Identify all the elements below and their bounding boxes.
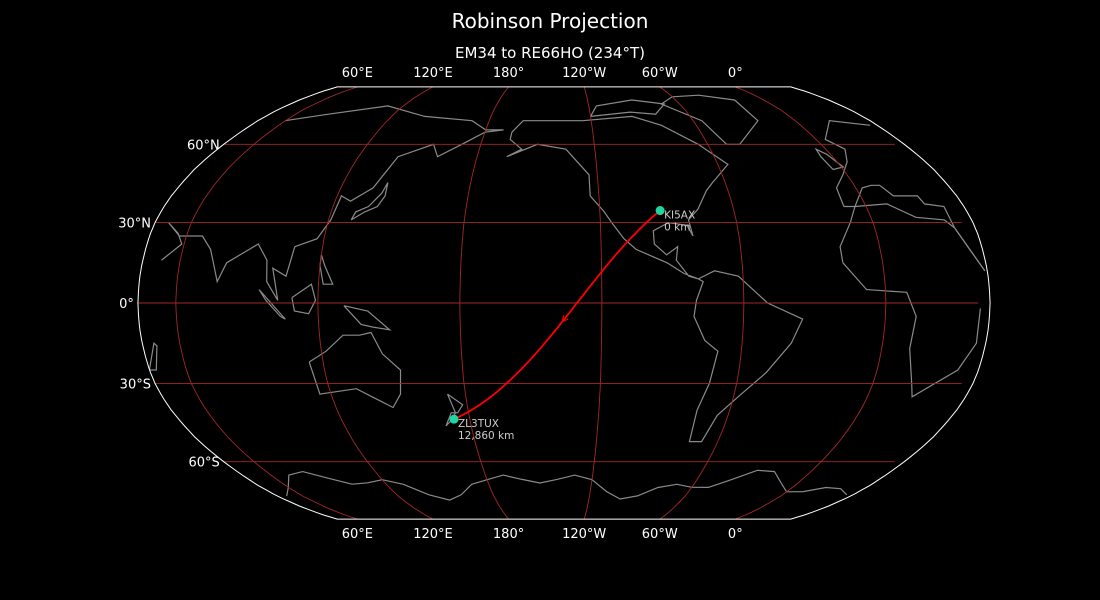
coastline-australia	[308, 331, 402, 409]
coastline-north-america	[506, 115, 729, 280]
graticule	[137, 86, 979, 520]
lat-tick-label: 30°N	[118, 217, 151, 232]
station-callsign: ZL3TUX	[458, 418, 499, 430]
lon-tick-label-top: 180°	[493, 66, 524, 81]
lat-tick-label: 60°N	[187, 138, 220, 153]
coastline-new-guinea	[343, 305, 392, 331]
coastline-antarctica	[286, 469, 848, 501]
meridian-line	[583, 86, 603, 520]
lon-tick-label-top: 120°W	[562, 66, 606, 81]
lon-tick-label-top: 60°W	[642, 66, 678, 81]
meridian-line	[317, 86, 434, 520]
coastline-borneo	[291, 283, 317, 315]
tick-labels: 60°E 60°E 120°E 120°E 180° 180° 120°W 120°W 60°W…	[118, 66, 743, 542]
lon-tick-label-bottom: 60°E	[342, 527, 373, 542]
station-distance: 0 km	[664, 222, 690, 234]
lon-tick-label-bottom: 60°W	[642, 527, 678, 542]
meridian-line	[735, 86, 887, 520]
lon-tick-label-bottom: 120°E	[413, 527, 453, 542]
lon-tick-label-top: 120°E	[413, 66, 453, 81]
station-callsign: KI5AX	[664, 210, 695, 222]
coastline-canadian-islands	[589, 99, 666, 117]
map-border	[137, 86, 991, 520]
station-marker[interactable]	[655, 206, 665, 216]
coastline-sumatra	[258, 289, 286, 320]
lat-tick-label: 0°	[119, 297, 134, 312]
meridian-line	[175, 86, 358, 520]
station-marker[interactable]	[449, 414, 459, 424]
lon-tick-label-bottom: 180°	[493, 527, 524, 542]
route-direction-arrow-icon	[561, 315, 569, 323]
great-circle-route	[453, 209, 661, 420]
coastlines	[148, 94, 986, 501]
lon-tick-label-bottom: 0°	[728, 527, 743, 542]
map-subtitle: EM34 to RE66HO (234°T)	[455, 44, 645, 62]
coastline-africa	[839, 203, 986, 398]
coastline-eurasia	[161, 105, 986, 301]
lon-tick-label-top: 60°E	[342, 66, 373, 81]
coastline-philippines	[319, 254, 334, 285]
coastline-greenland	[660, 94, 759, 145]
station-distance: 12,860 km	[458, 430, 514, 442]
meridian-line	[459, 86, 509, 520]
lon-tick-label-top: 0°	[728, 66, 743, 81]
route-line	[453, 209, 661, 420]
coastline-south-america	[688, 270, 804, 443]
coastline-japan	[350, 182, 389, 221]
coastline-madagascar	[148, 342, 158, 371]
meridian-line	[659, 86, 745, 520]
lon-tick-label-bottom: 120°W	[562, 527, 606, 542]
lat-tick-label: 60°S	[188, 456, 219, 471]
map-title: Robinson Projection	[451, 9, 649, 33]
coastline-new-zealand	[445, 393, 464, 427]
coastline-britain	[814, 147, 845, 171]
lat-tick-label: 30°S	[120, 377, 151, 392]
